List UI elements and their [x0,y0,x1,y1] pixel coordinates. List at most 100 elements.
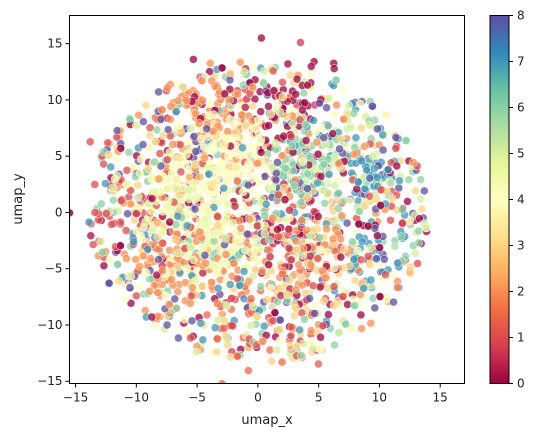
data-point [286,255,296,265]
data-point [108,183,118,193]
data-point [315,98,324,108]
x-axis-ticks: −15 −10 −5 0 5 10 15 [63,383,448,405]
data-point [150,281,159,290]
data-point [421,223,431,233]
data-point [284,244,294,253]
data-point [243,229,252,239]
data-point [158,238,167,248]
data-point [379,254,389,264]
data-point [280,195,290,204]
data-point [171,107,181,116]
y-tick-label: −5 [45,262,63,276]
data-point [126,186,135,195]
data-point [341,319,351,329]
data-point [365,173,375,183]
data-point [291,236,301,246]
data-point [153,218,162,227]
data-point [273,158,282,167]
data-point [274,190,283,200]
data-point [349,254,359,264]
data-point [135,282,144,292]
data-point [389,297,398,307]
data-point [202,310,212,320]
data-point [345,261,354,271]
data-point [366,275,376,285]
colorbar-tick-label: 5 [517,147,525,161]
data-point [112,155,121,165]
plot-frame [69,15,465,384]
data-point [172,303,181,313]
colorbar-ticks: 0 1 2 3 4 5 6 7 8 [509,9,525,391]
x-axis-title: umap_x [241,413,293,428]
data-point [181,96,191,105]
data-point [170,294,180,304]
data-point [125,114,134,123]
data-point [135,262,144,271]
data-point [373,124,382,134]
data-point [268,316,278,326]
data-point [306,260,316,269]
data-point [230,119,239,129]
data-point [310,309,320,318]
data-point [271,139,280,148]
data-point [189,132,199,141]
data-point [90,180,100,189]
data-point [241,121,250,130]
data-point [170,235,180,244]
data-point [279,131,289,141]
data-point [261,199,271,209]
data-point [296,38,305,47]
data-point [324,170,334,179]
data-point [273,232,283,241]
data-point [195,227,204,237]
data-point [86,231,96,240]
data-point [292,74,302,84]
data-point [335,175,345,185]
data-point [306,326,316,335]
data-point [319,159,329,169]
y-tick-label: −10 [37,318,62,332]
data-point [253,174,263,183]
data-point [207,278,216,287]
data-point [236,224,246,233]
data-point [369,164,379,173]
data-point [141,217,150,227]
data-point [175,153,184,163]
data-point [155,149,165,158]
data-point [397,205,407,215]
data-point [176,167,186,177]
data-point [417,204,427,214]
data-point [123,209,132,218]
data-point [368,101,377,111]
data-point [285,342,295,351]
data-point [163,125,173,134]
data-point [329,300,339,310]
data-point [126,271,136,281]
data-point [363,221,373,231]
data-point [166,115,175,124]
data-point [90,208,100,217]
data-point [297,273,306,282]
data-point [253,221,262,231]
data-point [122,180,131,189]
data-point [366,318,376,328]
data-point [161,291,170,301]
data-point [315,233,324,243]
data-point [362,165,372,175]
data-point [300,315,309,324]
data-point [239,267,249,276]
data-point [173,248,183,258]
data-point [366,243,375,253]
data-point [391,133,401,142]
x-tick-label: −5 [188,391,206,405]
data-point [233,90,243,99]
data-point [315,282,325,292]
data-point [396,232,406,241]
data-point [99,261,109,271]
data-point [342,218,352,228]
data-point [165,148,175,157]
data-point [315,343,325,353]
data-point [132,209,141,218]
data-point [221,234,230,243]
data-point [278,78,287,87]
